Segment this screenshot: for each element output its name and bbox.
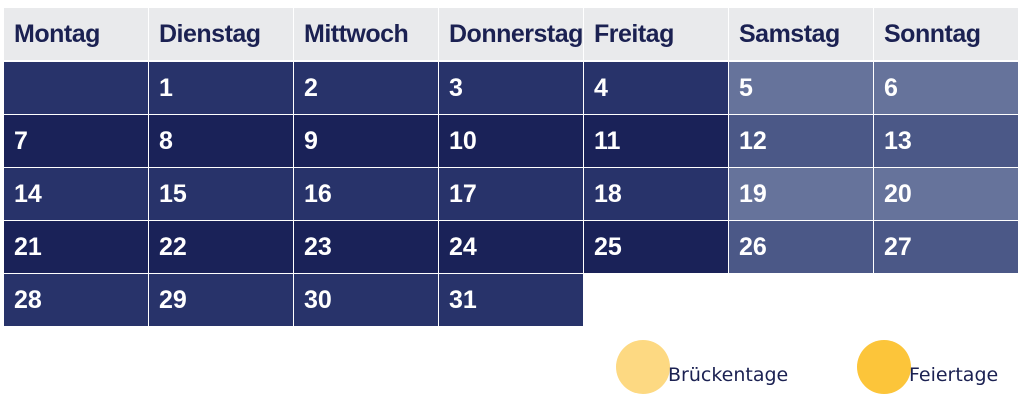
legend-swatch-feiertage bbox=[857, 340, 911, 394]
day-cell[interactable]: 21 bbox=[4, 221, 148, 273]
day-cell[interactable]: 17 bbox=[439, 168, 583, 220]
weekday-header-wednesday: Mittwoch bbox=[294, 8, 438, 60]
day-cell-weekend[interactable]: 5 bbox=[729, 62, 873, 114]
day-cell[interactable]: 9 bbox=[294, 115, 438, 167]
legend-swatch-brueckentage bbox=[616, 340, 670, 394]
day-cell-weekend[interactable]: 6 bbox=[874, 62, 1018, 114]
weekday-header-tuesday: Dienstag bbox=[149, 8, 293, 60]
day-cell-weekend[interactable]: 20 bbox=[874, 168, 1018, 220]
legend-label-brueckentage: Brückentage bbox=[668, 364, 789, 386]
weekday-header-row: Montag Dienstag Mittwoch Donnerstag Frei… bbox=[4, 8, 1020, 60]
day-cell[interactable]: 29 bbox=[149, 274, 293, 326]
day-cell-weekend[interactable]: 12 bbox=[729, 115, 873, 167]
empty-cell bbox=[874, 274, 1018, 326]
day-cell[interactable]: 23 bbox=[294, 221, 438, 273]
day-cell[interactable]: 31 bbox=[439, 274, 583, 326]
day-cell-weekend[interactable]: 19 bbox=[729, 168, 873, 220]
week-row: 28 29 30 31 bbox=[4, 274, 1020, 326]
day-cell-weekend[interactable]: 13 bbox=[874, 115, 1018, 167]
weekday-header-monday: Montag bbox=[4, 8, 148, 60]
day-cell[interactable]: 7 bbox=[4, 115, 148, 167]
day-cell[interactable]: 11 bbox=[584, 115, 728, 167]
day-cell[interactable]: 16 bbox=[294, 168, 438, 220]
day-cell[interactable]: 8 bbox=[149, 115, 293, 167]
week-row: 1 2 3 4 5 6 bbox=[4, 62, 1020, 114]
legend: Brückentage Feiertage bbox=[0, 340, 1024, 404]
week-row: 21 22 23 24 25 26 27 bbox=[4, 221, 1020, 273]
day-cell[interactable]: 22 bbox=[149, 221, 293, 273]
day-cell[interactable]: 24 bbox=[439, 221, 583, 273]
weekday-header-friday: Freitag bbox=[584, 8, 728, 60]
weekday-header-sunday: Sonntag bbox=[874, 8, 1018, 60]
day-cell[interactable]: 30 bbox=[294, 274, 438, 326]
empty-cell bbox=[584, 274, 728, 326]
day-cell-weekend[interactable]: 26 bbox=[729, 221, 873, 273]
legend-item-feiertage: Feiertage bbox=[857, 340, 998, 394]
legend-label-feiertage: Feiertage bbox=[909, 364, 999, 386]
empty-cell bbox=[729, 274, 873, 326]
day-cell[interactable]: 15 bbox=[149, 168, 293, 220]
month-calendar: Montag Dienstag Mittwoch Donnerstag Frei… bbox=[4, 8, 1020, 326]
day-cell-weekend[interactable]: 27 bbox=[874, 221, 1018, 273]
day-cell[interactable]: 2 bbox=[294, 62, 438, 114]
day-cell[interactable]: 3 bbox=[439, 62, 583, 114]
day-cell[interactable]: 28 bbox=[4, 274, 148, 326]
day-cell[interactable]: 4 bbox=[584, 62, 728, 114]
day-cell[interactable]: 25 bbox=[584, 221, 728, 273]
week-row: 14 15 16 17 18 19 20 bbox=[4, 168, 1020, 220]
day-cell[interactable]: 10 bbox=[439, 115, 583, 167]
day-cell[interactable] bbox=[4, 62, 148, 114]
week-row: 7 8 9 10 11 12 13 bbox=[4, 115, 1020, 167]
day-cell[interactable]: 14 bbox=[4, 168, 148, 220]
weekday-header-thursday: Donnerstag bbox=[439, 8, 583, 60]
day-cell[interactable]: 18 bbox=[584, 168, 728, 220]
legend-item-brueckentage: Brückentage bbox=[616, 340, 788, 394]
day-cell[interactable]: 1 bbox=[149, 62, 293, 114]
weekday-header-saturday: Samstag bbox=[729, 8, 873, 60]
